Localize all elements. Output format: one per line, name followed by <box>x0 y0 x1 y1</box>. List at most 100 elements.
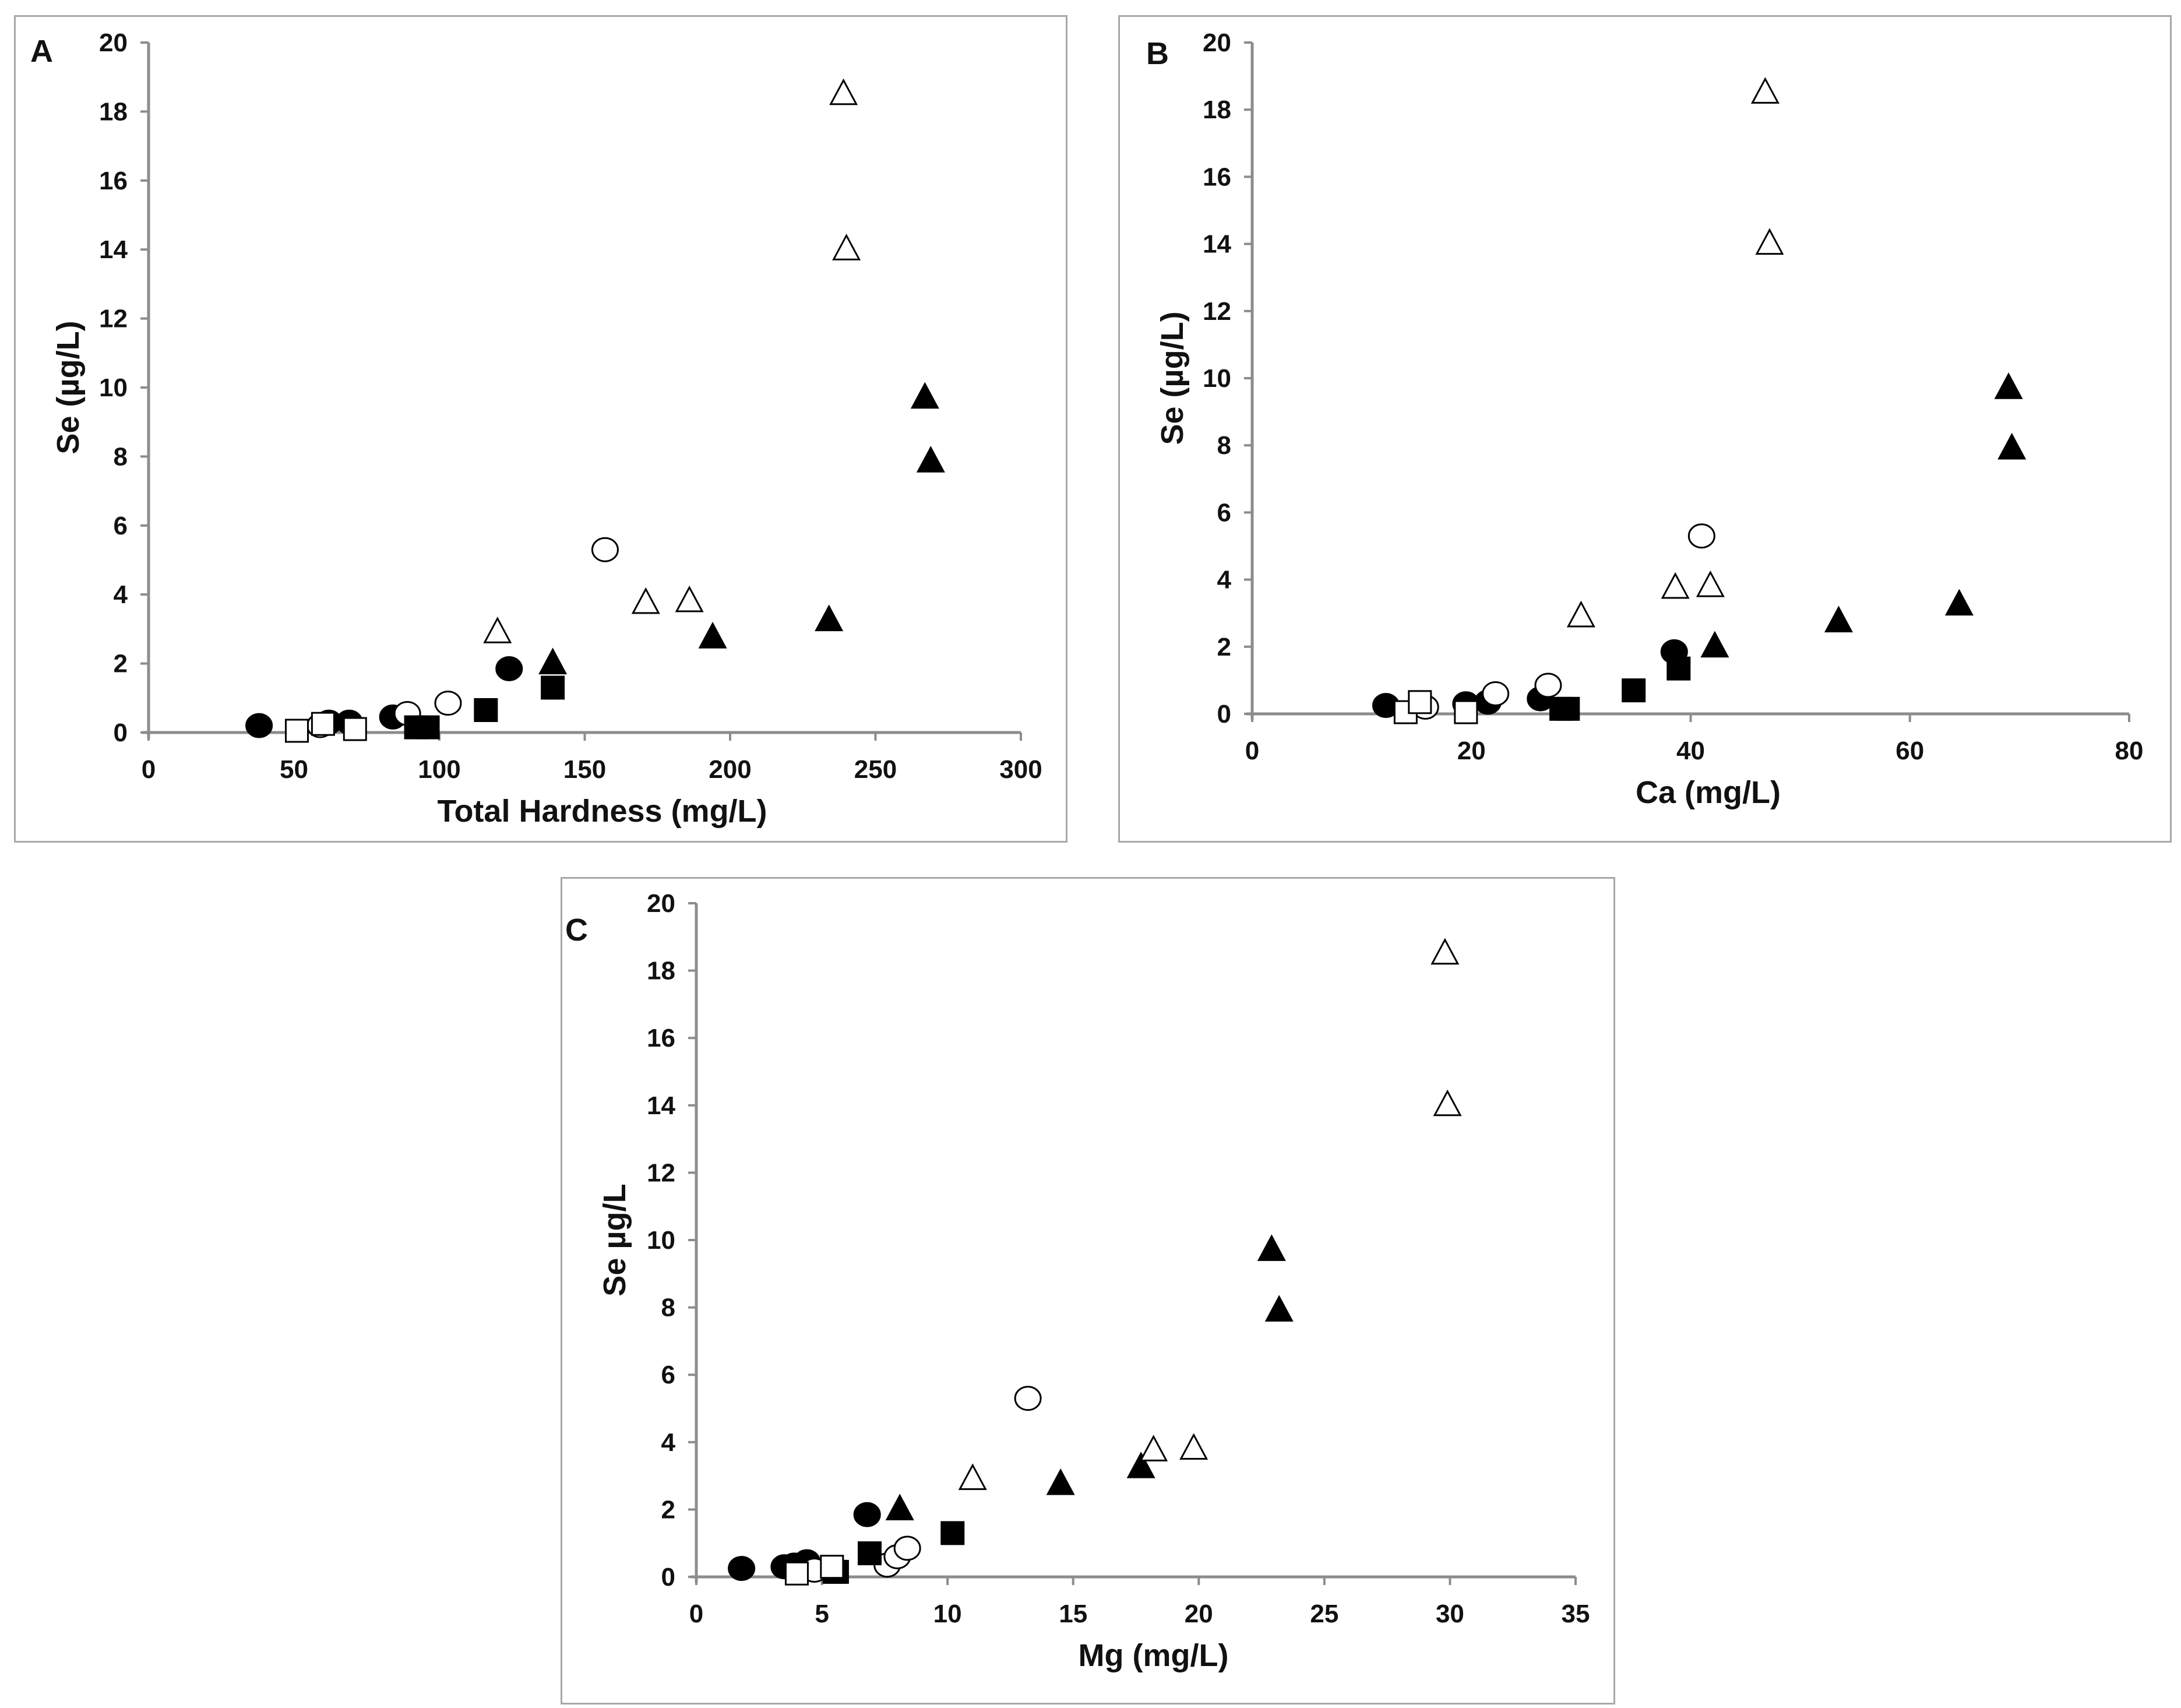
y-tick-label: 0 <box>114 719 128 747</box>
y-tick-label: 6 <box>114 512 128 540</box>
x-tick-label: 5 <box>815 1600 829 1628</box>
data-point-filled-square <box>415 715 440 739</box>
data-point-filled-square <box>940 1521 965 1545</box>
data-point-filled-triangle <box>885 1494 914 1520</box>
data-point-open-triangle <box>1430 938 1460 965</box>
data-point-open-square <box>1454 700 1478 724</box>
data-point-filled-square <box>1556 696 1580 721</box>
y-axis-title: Se µg/L <box>597 1184 632 1296</box>
y-tick-label: 10 <box>1203 364 1231 393</box>
data-point-filled-square <box>857 1541 882 1566</box>
scatter-plot-c: 0 2 4 6 8 10 12 14 16 18 20 0 5 10 15 20 25 30 35 Mg (mg/L)… <box>565 889 1590 1673</box>
data-point-open-square <box>784 1561 809 1586</box>
data-point-open-triangle <box>829 78 858 105</box>
data-point-open-circle <box>434 691 462 716</box>
chart-panel-b: 0 2 4 6 8 10 12 14 16 18 20 0 20 40 60 80 Ca (mg/L) Se (µ… <box>1118 15 2172 843</box>
y-tick-label: 16 <box>647 1024 675 1052</box>
x-tick-label: 15 <box>1059 1600 1087 1628</box>
data-point-filled-triangle <box>910 382 939 409</box>
x-tick-label: 35 <box>1562 1600 1590 1628</box>
panel-label: A <box>30 34 53 69</box>
data-point-open-triangle <box>1433 1089 1462 1117</box>
x-axis-title: Total Hardness (mg/L) <box>437 794 767 829</box>
data-point-filled-triangle <box>1997 432 2027 460</box>
x-tick-label: 200 <box>709 755 751 784</box>
y-tick-label: 14 <box>99 235 128 264</box>
y-tick-label: 2 <box>1217 633 1231 661</box>
data-point-open-triangle <box>1750 77 1780 104</box>
y-tick-label: 18 <box>99 97 128 126</box>
panel-label: B <box>1146 36 1169 71</box>
x-tick-label: 50 <box>280 755 308 784</box>
data-point-filled-triangle <box>1824 605 1853 633</box>
y-tick-label: 2 <box>661 1495 675 1524</box>
x-tick-label: 0 <box>1245 737 1259 765</box>
x-axis-title: Mg (mg/L) <box>1079 1638 1229 1673</box>
data-point-filled-circle <box>245 713 273 738</box>
y-tick-label: 14 <box>1203 230 1231 259</box>
y-tick-label: 12 <box>647 1158 675 1187</box>
chart-panel-c: 0 2 4 6 8 10 12 14 16 18 20 0 5 10 15 20 25 30 35 Mg (mg/L)… <box>561 877 1615 1705</box>
y-tick-label: 14 <box>647 1091 675 1120</box>
scatter-plot-b: 0 2 4 6 8 10 12 14 16 18 20 0 20 40 60 80 Ca (mg/L) Se (µ… <box>1146 29 2144 810</box>
x-tick-label: 250 <box>854 755 897 784</box>
data-point-filled-triangle <box>1944 589 1974 616</box>
y-tick-label: 18 <box>647 957 675 985</box>
y-tick-label: 4 <box>1217 566 1232 594</box>
y-tick-label: 16 <box>1203 163 1231 191</box>
y-tick-label: 0 <box>1217 700 1231 728</box>
data-point-filled-circle <box>853 1502 881 1527</box>
data-point-open-circle <box>1687 523 1715 549</box>
panel-label: C <box>565 913 588 948</box>
y-tick-label: 8 <box>114 442 128 471</box>
y-tick-label: 0 <box>661 1563 675 1591</box>
y-tick-label: 10 <box>647 1226 675 1255</box>
y-tick-label: 12 <box>99 305 128 333</box>
data-point-open-square <box>1408 690 1432 714</box>
data-point-open-square <box>284 719 309 743</box>
x-tick-label: 150 <box>563 755 606 784</box>
y-tick-label: 20 <box>1203 29 1231 57</box>
data-point-open-triangle <box>958 1463 987 1490</box>
x-tick-label: 300 <box>999 755 1042 784</box>
data-point-filled-triangle <box>916 446 945 473</box>
data-point-filled-triangle <box>698 622 727 649</box>
data-point-open-square <box>343 717 367 741</box>
data-point-filled-square <box>1622 678 1646 703</box>
x-tick-label: 60 <box>1895 737 1924 765</box>
data-point-open-circle <box>1534 672 1562 698</box>
data-point-filled-triangle <box>1126 1451 1155 1478</box>
x-tick-label: 20 <box>1185 1600 1213 1628</box>
x-tick-label: 100 <box>418 755 460 784</box>
data-point-open-triangle <box>1661 572 1690 599</box>
x-tick-label: 80 <box>2115 737 2144 765</box>
data-point-filled-square <box>474 698 498 723</box>
y-tick-label: 20 <box>647 889 675 918</box>
y-tick-label: 4 <box>661 1428 676 1457</box>
y-axis-title: Se (µg/L) <box>1155 311 1190 445</box>
x-tick-label: 30 <box>1436 1600 1464 1628</box>
data-point-filled-triangle <box>538 647 568 675</box>
y-tick-label: 2 <box>114 650 128 678</box>
x-tick-label: 20 <box>1457 737 1486 765</box>
data-point-filled-triangle <box>1994 372 2023 399</box>
y-tick-label: 16 <box>99 167 128 195</box>
data-point-open-circle <box>1482 681 1510 706</box>
x-axis-title: Ca (mg/L) <box>1636 775 1781 810</box>
y-tick-label: 8 <box>1217 431 1231 460</box>
y-tick-label: 6 <box>1217 498 1231 527</box>
data-point-open-triangle <box>1696 570 1725 597</box>
data-point-filled-square <box>1666 656 1691 681</box>
data-point-filled-triangle <box>1264 1295 1294 1322</box>
y-tick-label: 18 <box>1203 96 1231 124</box>
y-tick-label: 6 <box>661 1361 675 1389</box>
data-point-filled-circle <box>495 656 523 681</box>
chart-panel-a: 0 2 4 6 8 10 12 14 16 18 20 0 50 100 150 200 250 300 Total… <box>14 15 1067 843</box>
data-point-filled-triangle <box>1700 631 1729 658</box>
y-axis-title: Se (µg/L) <box>51 321 86 454</box>
y-tick-label: 10 <box>99 374 128 402</box>
data-point-open-triangle <box>1139 1435 1168 1462</box>
y-tick-label: 20 <box>99 29 128 57</box>
data-point-open-triangle <box>483 617 512 643</box>
x-tick-label: 0 <box>142 755 156 784</box>
